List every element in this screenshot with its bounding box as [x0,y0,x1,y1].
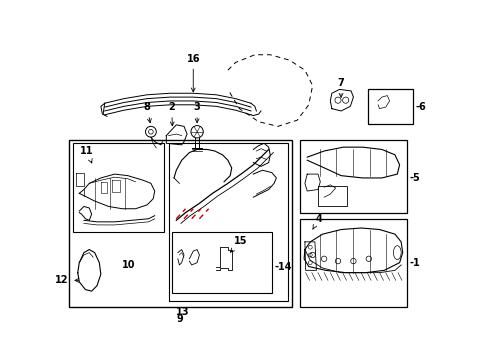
Text: -6: -6 [414,102,425,112]
Bar [68,140,291,306]
Text: 15: 15 [230,236,247,252]
Bar [171,232,271,293]
Text: 9: 9 [177,314,183,324]
Bar [367,89,412,124]
Text: 4: 4 [312,214,322,229]
Text: -5: -5 [409,173,420,183]
Text: 13: 13 [176,306,189,316]
Text: 3: 3 [193,102,200,123]
Text: -1: -1 [409,258,420,267]
Text: 7: 7 [337,78,344,97]
Text: 11: 11 [80,146,94,163]
Bar [317,186,346,206]
Bar [73,143,163,232]
Text: 16: 16 [186,54,200,92]
Text: 2: 2 [168,102,175,126]
Bar [168,143,287,301]
Text: 12: 12 [55,275,79,285]
Text: -14: -14 [274,261,291,271]
Text: 8: 8 [143,102,151,123]
Bar [299,219,407,306]
Text: 10: 10 [122,260,136,270]
Bar [299,140,407,213]
